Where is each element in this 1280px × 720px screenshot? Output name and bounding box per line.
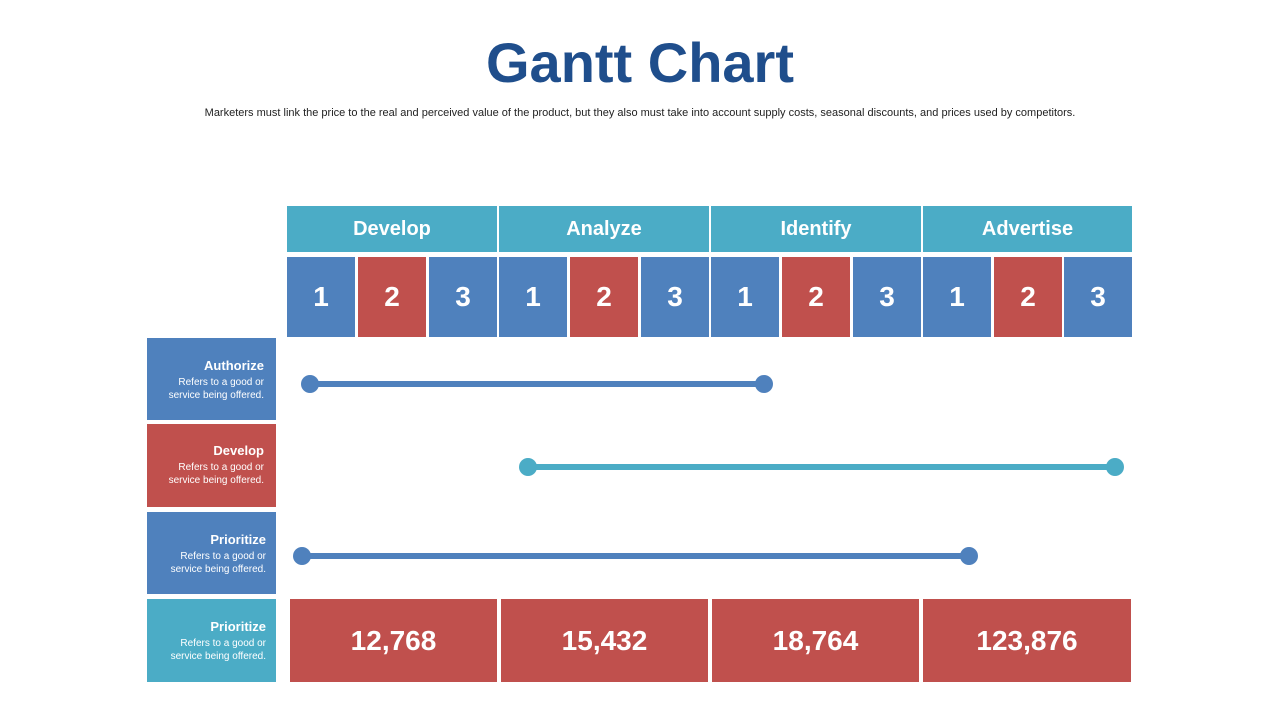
bar-end-dot: [1106, 458, 1124, 476]
step-cell: 1: [923, 257, 991, 337]
bar-end-dot: [755, 375, 773, 393]
page-title: Gantt Chart: [486, 31, 794, 94]
task-label-prioritize: Prioritize Refers to a good or service b…: [147, 512, 276, 594]
step-cell: 3: [853, 257, 921, 337]
step-cell: 1: [499, 257, 567, 337]
task-name: Prioritize: [210, 619, 266, 634]
step-cell: 1: [711, 257, 779, 337]
timeline-bar-develop: [519, 458, 1124, 476]
task-description: Refers to a good or: [178, 462, 264, 473]
bar-start-dot: [301, 375, 319, 393]
bar-end-dot: [960, 547, 978, 565]
page-subtitle: Marketers must link the price to the rea…: [204, 107, 1076, 119]
phase-header-develop: Develop: [287, 206, 497, 252]
task-description: Refers to a good or: [180, 638, 266, 649]
task-name: Prioritize: [210, 532, 266, 547]
step-cell: 3: [641, 257, 709, 337]
task-description: service being offered.: [168, 475, 264, 486]
bar-start-dot: [519, 458, 537, 476]
timeline-bar-prioritize: [293, 547, 978, 565]
step-cell: 2: [358, 257, 426, 337]
value-cell-advertise: 123,876: [923, 599, 1131, 682]
value-cell-identify: 18,764: [712, 599, 919, 682]
task-label-authorize: Authorize Refers to a good or service be…: [147, 338, 276, 420]
phase-header-analyze: Analyze: [499, 206, 709, 252]
phase-header-identify: Identify: [711, 206, 921, 252]
task-description: service being offered.: [170, 564, 266, 575]
task-name: Develop: [213, 443, 264, 458]
task-description: Refers to a good or: [180, 551, 266, 562]
value-cell-develop: 12,768: [290, 599, 497, 682]
timeline-bar-authorize: [301, 375, 773, 393]
bar-start-dot: [293, 547, 311, 565]
step-cell: 3: [1064, 257, 1132, 337]
step-cell: 2: [994, 257, 1062, 337]
value-cell-analyze: 15,432: [501, 599, 708, 682]
task-description: Refers to a good or: [178, 377, 264, 388]
task-description: service being offered.: [170, 651, 266, 662]
task-label-prioritize-2: Prioritize Refers to a good or service b…: [147, 599, 276, 682]
step-cell: 2: [782, 257, 850, 337]
task-name: Authorize: [204, 358, 264, 373]
step-cell: 1: [287, 257, 355, 337]
step-cell: 2: [570, 257, 638, 337]
phase-header-advertise: Advertise: [923, 206, 1132, 252]
step-cell: 3: [429, 257, 497, 337]
task-description: service being offered.: [168, 390, 264, 401]
task-label-develop: Develop Refers to a good or service bein…: [147, 424, 276, 507]
